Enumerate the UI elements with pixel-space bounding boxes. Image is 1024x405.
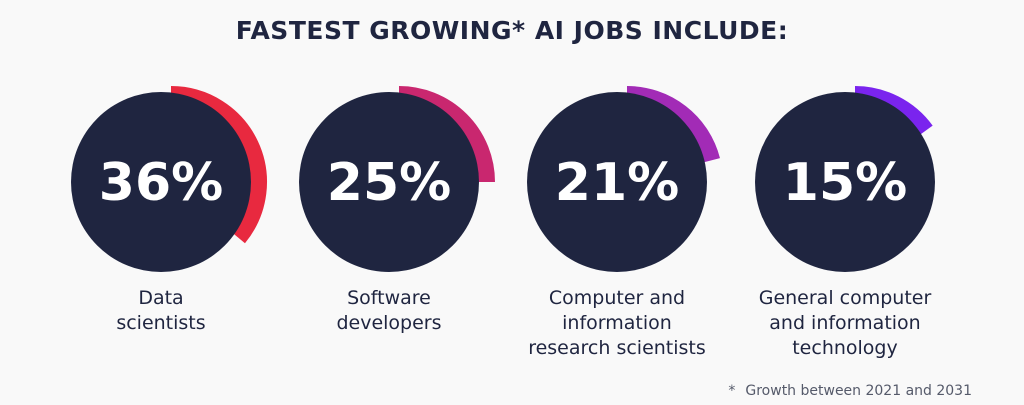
category-label-item-4-line-3: technology <box>792 337 898 359</box>
category-label-item-3-line-3: research scientists <box>528 337 706 359</box>
gauge-circle-item-4 <box>755 92 935 272</box>
chart-title: FASTEST GROWING* AI JOBS INCLUDE: <box>235 16 789 45</box>
category-label-item-1-line-1: Data <box>138 287 183 309</box>
footnote: * Growth between 2021 and 2031 <box>728 383 972 399</box>
category-label-item-3-line-2: information <box>562 312 672 334</box>
category-label-item-4-line-1: General computer <box>759 287 932 309</box>
value-label-item-1: 36% <box>99 153 223 213</box>
gauge-circle-item-3 <box>527 92 707 272</box>
footnote-text: Growth between 2021 and 2031 <box>745 383 972 399</box>
category-label-item-2-line-2: developers <box>336 312 441 334</box>
value-label-item-3: 21% <box>555 153 679 213</box>
category-label-item-4-line-2: and information <box>769 312 920 334</box>
value-label-item-4: 15% <box>783 153 907 213</box>
value-label-item-2: 25% <box>327 153 451 213</box>
category-label-item-1-line-2: scientists <box>116 312 205 334</box>
category-label-item-3-line-1: Computer and <box>549 287 685 309</box>
category-label-item-2-line-1: Software <box>347 287 431 309</box>
footnote-marker: * <box>728 383 736 399</box>
gauge-circle-item-1 <box>71 92 251 272</box>
gauge-circle-item-2 <box>299 92 479 272</box>
